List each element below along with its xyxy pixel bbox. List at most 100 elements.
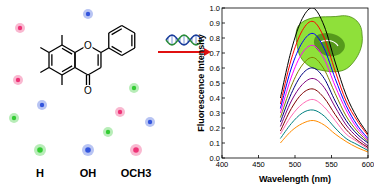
x-tick-label: 550 bbox=[325, 160, 338, 169]
y-tick bbox=[222, 53, 225, 54]
bond bbox=[112, 46, 122, 52]
y-tick-label: 0.3 bbox=[210, 109, 220, 118]
dot-halo bbox=[37, 100, 47, 110]
bond bbox=[75, 68, 88, 76]
dot-halo bbox=[129, 83, 139, 93]
y-tick bbox=[222, 158, 225, 159]
bond bbox=[97, 54, 98, 66]
spectrum-line bbox=[280, 89, 368, 148]
y-axis-label: Fluorescence Intensity bbox=[196, 34, 206, 132]
y-tick-label: 1.0 bbox=[210, 4, 220, 13]
bond bbox=[74, 53, 75, 68]
y-tick-label: 0.2 bbox=[210, 124, 220, 133]
bond bbox=[51, 54, 52, 66]
spectrum-line bbox=[280, 120, 368, 152]
legend-dot bbox=[37, 147, 43, 153]
bond bbox=[131, 35, 132, 47]
bond bbox=[40, 48, 49, 53]
x-tick bbox=[331, 155, 332, 158]
y-tick bbox=[222, 143, 225, 144]
x-tick bbox=[222, 155, 223, 158]
bond bbox=[100, 53, 101, 68]
y-tick-label: 0.0 bbox=[210, 154, 220, 163]
y-tick bbox=[222, 128, 225, 129]
dot bbox=[86, 12, 90, 16]
dot bbox=[118, 110, 122, 114]
x-tick-label: 450 bbox=[252, 160, 265, 169]
legend-halo bbox=[82, 144, 94, 156]
y-tick bbox=[222, 83, 225, 84]
dot bbox=[18, 26, 22, 30]
y-tick-label: 0.1 bbox=[210, 139, 220, 148]
dot bbox=[148, 120, 152, 124]
bond bbox=[61, 35, 62, 45]
dot-halo bbox=[103, 127, 113, 137]
spectrum-line bbox=[280, 78, 368, 146]
y-tick-label: 0.4 bbox=[210, 94, 220, 103]
dot bbox=[40, 103, 44, 107]
bond bbox=[62, 66, 72, 72]
x-tick bbox=[295, 155, 296, 158]
dot-halo bbox=[13, 75, 23, 85]
atom-label: O bbox=[84, 85, 92, 96]
protein-inset bbox=[296, 16, 362, 72]
dot-halo bbox=[9, 113, 19, 123]
dot bbox=[106, 130, 110, 134]
bond bbox=[48, 53, 49, 68]
dot-halo bbox=[83, 9, 93, 19]
y-tick-label: 0.5 bbox=[210, 79, 220, 88]
bond bbox=[88, 68, 101, 76]
x-tick bbox=[258, 155, 259, 158]
label-bg bbox=[83, 40, 92, 50]
atom-label: O bbox=[84, 40, 92, 51]
bond bbox=[74, 53, 75, 68]
spectrum-line bbox=[280, 110, 368, 151]
y-tick bbox=[222, 8, 225, 9]
y-tick bbox=[222, 23, 225, 24]
bond bbox=[61, 75, 62, 85]
dot bbox=[16, 78, 20, 82]
bond bbox=[112, 29, 122, 35]
dot-halo bbox=[115, 107, 125, 117]
dot bbox=[132, 86, 136, 90]
molecule: OO bbox=[40, 26, 134, 97]
legend-label: OCH3 bbox=[121, 167, 152, 179]
root: OOHOHOCH34004505005506000.00.10.20.30.40… bbox=[0, 0, 374, 189]
bond bbox=[89, 75, 90, 85]
y-tick bbox=[222, 113, 225, 114]
legend-label: OH bbox=[80, 167, 97, 179]
y-tick-label: 0.9 bbox=[210, 19, 220, 28]
dot bbox=[12, 116, 16, 120]
bond bbox=[49, 45, 62, 53]
bond bbox=[49, 68, 62, 76]
x-axis-label: Wavelength (nm) bbox=[259, 174, 331, 184]
spectrum-line bbox=[280, 33, 368, 138]
y-tick bbox=[222, 38, 225, 39]
bond bbox=[122, 26, 135, 34]
spectrum-line bbox=[280, 99, 368, 149]
bond bbox=[40, 68, 49, 73]
legend-halo bbox=[34, 144, 46, 156]
spectrum-line bbox=[280, 45, 368, 140]
y-tick bbox=[222, 68, 225, 69]
x-tick-label: 600 bbox=[362, 160, 374, 169]
bond bbox=[101, 48, 109, 53]
legend-label: H bbox=[36, 167, 44, 179]
plot-frame bbox=[222, 8, 368, 158]
bond bbox=[108, 33, 109, 48]
bond bbox=[86, 75, 87, 85]
bond bbox=[122, 48, 135, 56]
x-tick-label: 500 bbox=[289, 160, 302, 169]
legend-dot bbox=[85, 147, 91, 153]
bond bbox=[62, 48, 72, 54]
x-tick bbox=[368, 155, 369, 158]
plot-area bbox=[280, 8, 368, 152]
y-tick-label: 0.8 bbox=[210, 34, 220, 43]
y-tick-label: 0.7 bbox=[210, 49, 220, 58]
dot-halo bbox=[15, 23, 25, 33]
y-tick bbox=[222, 98, 225, 99]
legend-halo bbox=[130, 144, 142, 156]
y-tick-label: 0.6 bbox=[210, 64, 220, 73]
dot-halo bbox=[145, 117, 155, 127]
bond bbox=[134, 33, 135, 48]
